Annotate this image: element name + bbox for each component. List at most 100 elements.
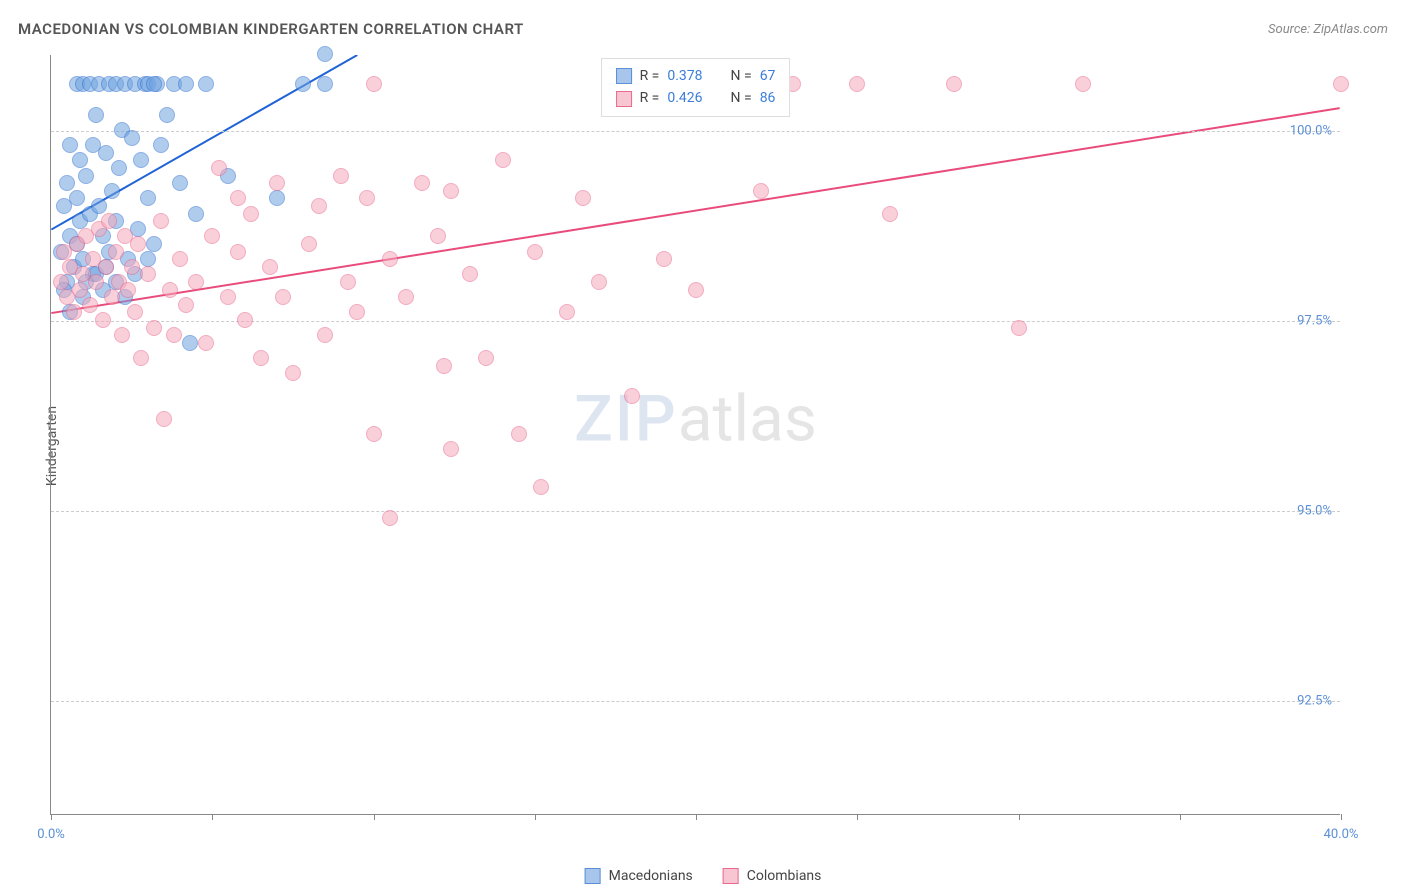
data-point: [166, 327, 182, 343]
legend-label: Colombians: [747, 868, 822, 884]
data-point: [162, 282, 178, 298]
data-point: [269, 190, 285, 206]
data-point: [262, 259, 278, 275]
chart-title: MACEDONIAN VS COLOMBIAN KINDERGARTEN COR…: [18, 20, 524, 38]
x-tick: [212, 814, 213, 820]
data-point: [511, 426, 527, 442]
data-point: [443, 441, 459, 457]
legend-r-label: R =: [640, 65, 660, 87]
legend-r-label: R =: [640, 87, 660, 109]
data-point: [156, 411, 172, 427]
data-point: [204, 228, 220, 244]
data-point: [230, 244, 246, 260]
data-point: [243, 206, 259, 222]
data-point: [101, 213, 117, 229]
legend-item: Colombians: [723, 868, 822, 884]
legend-swatch: [723, 868, 739, 884]
data-point: [82, 297, 98, 313]
data-point: [69, 190, 85, 206]
source-label: Source: ZipAtlas.com: [1268, 22, 1388, 37]
x-tick: [857, 814, 858, 820]
data-point: [295, 76, 311, 92]
plot-area: ZIPatlas R =0.378N =67R =0.426N =86 92.5…: [50, 55, 1340, 815]
data-point: [349, 304, 365, 320]
data-point: [575, 190, 591, 206]
legend-swatch: [616, 91, 632, 107]
data-point: [111, 160, 127, 176]
data-point: [333, 168, 349, 184]
data-point: [188, 274, 204, 290]
data-point: [172, 175, 188, 191]
data-point: [66, 304, 82, 320]
data-point: [72, 282, 88, 298]
data-point: [146, 76, 162, 92]
x-tick-label: 40.0%: [1324, 827, 1359, 842]
data-point: [140, 266, 156, 282]
data-point: [178, 297, 194, 313]
data-point: [882, 206, 898, 222]
data-point: [559, 304, 575, 320]
data-point: [317, 327, 333, 343]
y-tick-label: 95.0%: [1297, 504, 1332, 519]
data-point: [430, 228, 446, 244]
data-point: [88, 107, 104, 123]
data-point: [78, 168, 94, 184]
data-point: [127, 304, 143, 320]
legend-n-label: N =: [731, 87, 752, 109]
x-tick: [1341, 814, 1342, 820]
data-point: [1011, 320, 1027, 336]
data-point: [182, 335, 198, 351]
data-point: [656, 251, 672, 267]
data-point: [124, 259, 140, 275]
header: MACEDONIAN VS COLOMBIAN KINDERGARTEN COR…: [18, 20, 1388, 38]
data-point: [114, 327, 130, 343]
data-point: [436, 358, 452, 374]
y-tick-label: 97.5%: [1297, 314, 1332, 329]
data-point: [624, 388, 640, 404]
watermark-part2: atlas: [678, 382, 817, 457]
data-point: [130, 236, 146, 252]
data-point: [53, 274, 69, 290]
data-point: [98, 259, 114, 275]
x-tick: [1180, 814, 1181, 820]
gridline: [51, 511, 1340, 512]
data-point: [340, 274, 356, 290]
legend-n-value: 86: [760, 87, 776, 109]
legend-r-value: 0.378: [667, 65, 702, 87]
data-point: [62, 137, 78, 153]
data-point: [98, 145, 114, 161]
data-point: [120, 282, 136, 298]
y-tick-label: 92.5%: [1297, 694, 1332, 709]
data-point: [311, 198, 327, 214]
data-point: [1075, 76, 1091, 92]
data-point: [198, 335, 214, 351]
data-point: [269, 175, 285, 191]
data-point: [146, 236, 162, 252]
data-point: [188, 206, 204, 222]
x-tick: [51, 814, 52, 820]
data-point: [1333, 76, 1349, 92]
data-point: [275, 289, 291, 305]
data-point: [443, 183, 459, 199]
data-point: [462, 266, 478, 282]
data-point: [140, 190, 156, 206]
data-point: [95, 312, 111, 328]
data-point: [104, 183, 120, 199]
legend-stat-row: R =0.426N =86: [616, 87, 776, 109]
data-point: [253, 350, 269, 366]
data-point: [753, 183, 769, 199]
data-point: [230, 190, 246, 206]
data-point: [198, 76, 214, 92]
data-point: [478, 350, 494, 366]
data-point: [366, 76, 382, 92]
legend-stats: R =0.378N =67R =0.426N =86: [601, 58, 791, 117]
data-point: [104, 289, 120, 305]
y-tick-label: 100.0%: [1290, 124, 1332, 139]
chart-container: MACEDONIAN VS COLOMBIAN KINDERGARTEN COR…: [0, 0, 1406, 892]
data-point: [301, 236, 317, 252]
data-point: [153, 213, 169, 229]
data-point: [398, 289, 414, 305]
legend-swatch: [616, 68, 632, 84]
data-point: [414, 175, 430, 191]
data-point: [88, 274, 104, 290]
